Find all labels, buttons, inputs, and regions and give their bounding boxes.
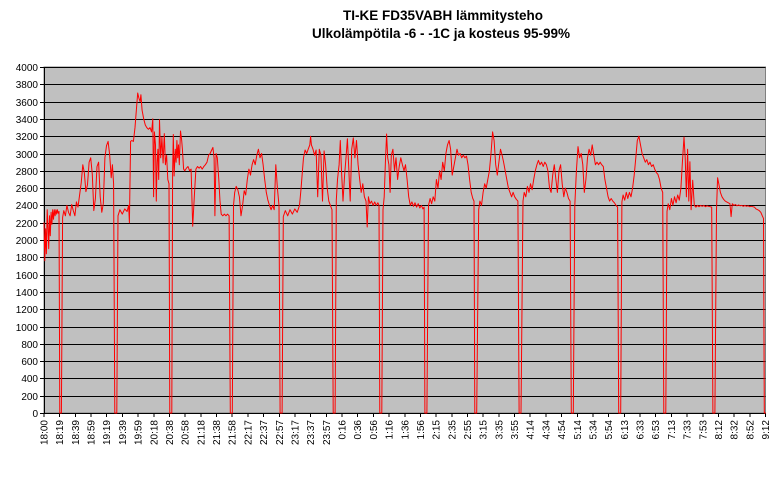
x-axis-label: 23:37 [306,420,317,445]
x-axis-label: 4:14 [526,420,537,440]
series-line [43,92,766,414]
x-axis-label: 9:12 [761,420,772,440]
y-axis-label: 600 [21,357,38,368]
x-axis-label: 20:18 [149,420,160,445]
x-axis-label: 7:33 [683,420,694,440]
x-axis-label: 19:59 [134,420,145,445]
x-axis-label: 19:39 [118,420,129,445]
chart-subtitle: Ulkolämpötila -6 - -1C ja kosteus 95-99% [311,26,571,41]
x-axis-label: 22:17 [243,420,254,445]
x-axis-label: 2:35 [447,420,458,440]
x-axis-label: 1:16 [385,420,396,440]
x-axis-label: 3:55 [510,420,521,440]
x-axis-label: 3:15 [479,420,490,440]
x-axis-label: 20:38 [165,420,176,445]
y-axis-label: 3000 [16,150,39,161]
x-axis-label: 18:59 [87,420,98,445]
y-axis-label: 1600 [16,271,39,282]
x-axis-label: 22:57 [275,420,286,445]
x-axis-label: 7:13 [667,420,678,440]
x-axis-label: 21:58 [228,420,239,445]
x-axis-label: 0:16 [338,420,349,440]
x-axis-label: 18:00 [40,420,51,445]
x-axis-label: 6:13 [620,420,631,440]
x-axis-label: 21:18 [196,420,207,445]
y-axis-label: 1200 [16,305,39,316]
y-axis-label: 3200 [16,132,39,143]
y-axis-label: 2800 [16,167,39,178]
y-axis-label: 1400 [16,288,39,299]
x-axis-label: 4:34 [541,420,552,440]
x-axis-label: 6:53 [651,420,662,440]
y-axis-label: 3800 [16,80,39,91]
y-axis-label: 2200 [16,219,39,230]
y-axis-label: 2400 [16,201,39,212]
x-axis-label: 8:32 [730,420,741,440]
y-axis-label: 1000 [16,323,39,334]
y-axis-label: 2000 [16,236,39,247]
y-axis-labels: 0 200 400 600 800 1000 1200 1400 1600 1800 2000 220… [16,63,39,420]
x-axis-label: 23:17 [290,420,301,445]
x-axis-label: 2:55 [463,420,474,440]
x-axis-label: 5:14 [573,420,584,440]
x-axis-label: 21:38 [212,420,223,445]
x-axis-label: 0:56 [369,420,380,440]
y-axis-label: 1800 [16,253,39,264]
x-axis-label: 8:52 [745,420,756,440]
x-axis-label: 1:36 [400,420,411,440]
x-axis-label: 5:34 [588,420,599,440]
x-axis-label: 19:19 [102,420,113,445]
y-axis-label: 800 [21,340,38,351]
y-axis-label: 2600 [16,184,39,195]
y-axis-label: 400 [21,374,38,385]
x-axis-label: 18:19 [55,420,66,445]
x-axis-label: 2:15 [432,420,443,440]
x-axis-label: 3:35 [494,420,505,440]
y-axis-label: 3600 [16,98,39,109]
x-axis-label: 20:58 [181,420,192,445]
x-axis-label: 4:54 [557,420,568,440]
y-axis-label: 4000 [16,63,39,74]
y-axis-label: 200 [21,392,38,403]
x-axis-label: 7:53 [698,420,709,440]
x-axis-label: 23:57 [322,420,333,445]
y-axis-label: 0 [32,409,38,420]
x-axis-label: 18:39 [71,420,82,445]
x-axis-label: 1:56 [416,420,427,440]
x-axis-label: 0:36 [353,420,364,440]
x-axis-label: 8:12 [714,420,725,440]
x-axis-label: 6:33 [636,420,647,440]
y-axis-label: 3400 [16,115,39,126]
chart-title: TI-KE FD35VABH lämmitysteho [342,8,544,23]
gridlines [40,67,766,414]
x-axis-label: 22:37 [259,420,270,445]
x-axis-labels: 18:00 18:19 18:39 18:59 19:19 19:39 19:59 20:18… [40,413,772,445]
x-axis-label: 5:54 [604,420,615,440]
